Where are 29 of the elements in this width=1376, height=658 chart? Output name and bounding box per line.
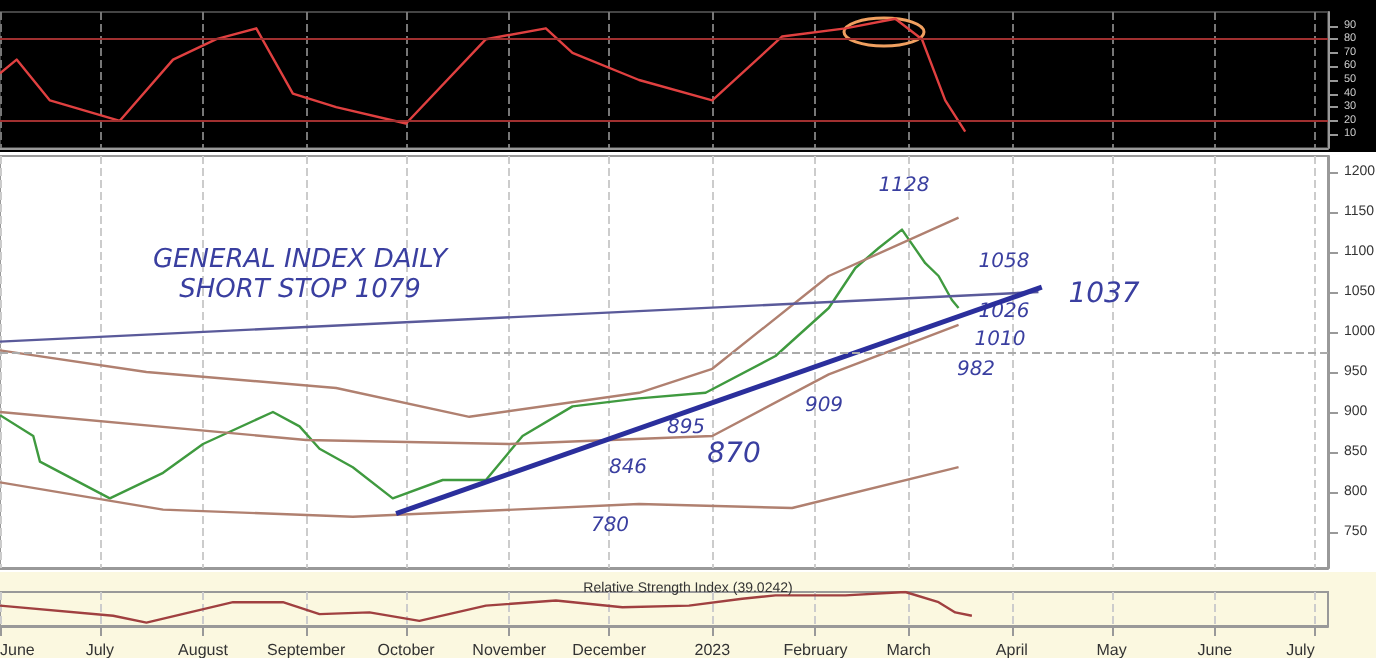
annotation: 1128	[878, 175, 930, 197]
annotation: 870	[707, 438, 761, 470]
line-series	[0, 216, 960, 418]
annotation: 895	[666, 417, 706, 439]
x-tick-label: June	[0, 641, 36, 658]
x-tick-label: November	[472, 641, 547, 658]
x-tick-label: March	[886, 641, 931, 658]
x-tick-label: September	[267, 641, 346, 658]
annotation: 1037	[1068, 278, 1140, 310]
x-tick-label: July	[85, 641, 115, 658]
line-series	[0, 228, 960, 500]
line-series	[0, 17, 967, 133]
x-tick-label: 2023	[694, 641, 732, 658]
x-tick-label: April	[995, 641, 1029, 658]
annotation: GENERAL INDEX DAILY	[152, 245, 450, 275]
x-tick-label: May	[1096, 641, 1127, 658]
x-tick-label: July	[1286, 641, 1315, 658]
annotation: 1010	[974, 329, 1026, 351]
annotation: 982	[956, 359, 996, 381]
annotation: SHORT STOP 1079	[179, 275, 421, 305]
x-tick-label: February	[783, 641, 848, 658]
annotation: 846	[608, 457, 648, 479]
x-tick-label: December	[572, 641, 647, 658]
annotation: 1058	[978, 251, 1030, 273]
x-tick-label: August	[178, 641, 230, 658]
annotation: 909	[804, 395, 844, 417]
x-tick-label: June	[1197, 641, 1234, 658]
annotation: 780	[590, 515, 630, 537]
x-tick-label: October	[377, 641, 436, 658]
